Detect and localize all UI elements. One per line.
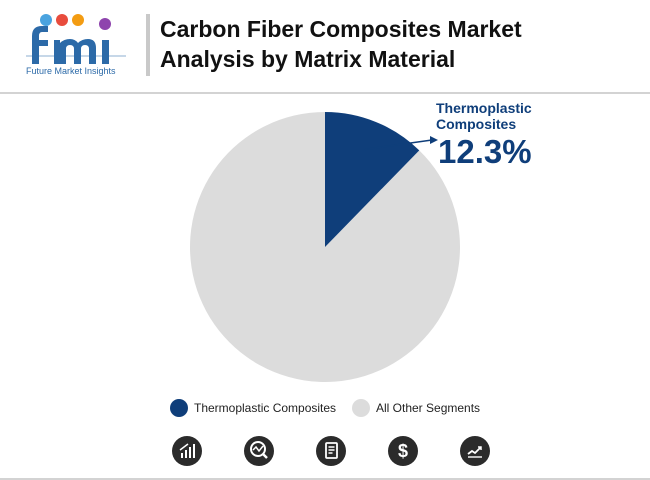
title-divider — [146, 14, 150, 76]
title-line-1: Carbon Fiber Composites Market — [160, 16, 522, 42]
callout-label: Thermoplastic Composites — [436, 100, 532, 132]
legend-label-other: All Other Segments — [376, 401, 481, 415]
legend: Thermoplastic Composites All Other Segme… — [0, 396, 650, 420]
logo-text: Future Market Insights — [26, 66, 116, 76]
legend-item-other: All Other Segments — [352, 398, 480, 418]
callout-value: 12.3% — [438, 133, 532, 170]
analysis-icon[interactable] — [244, 436, 274, 466]
trend-line-icon[interactable] — [460, 436, 490, 466]
header: Future Market Insights Carbon Fiber Comp… — [0, 0, 650, 92]
dollar-icon[interactable]: $ — [388, 436, 418, 466]
svg-text:$: $ — [398, 441, 408, 461]
page-title: Carbon Fiber Composites Market Analysis … — [160, 14, 630, 74]
fmi-logo[interactable]: Future Market Insights — [26, 12, 134, 78]
report-icon[interactable] — [316, 436, 346, 466]
title-line-2: Analysis by Matrix Material — [160, 46, 456, 72]
legend-label-thermoplastic: Thermoplastic Composites — [194, 401, 337, 415]
bar-chart-icon[interactable] — [172, 436, 202, 466]
legend-swatch-thermoplastic — [170, 399, 188, 417]
legend-swatch-other — [352, 399, 370, 417]
footer-icons: $ — [0, 436, 650, 470]
footer-divider — [0, 478, 650, 480]
fmi-logo-mark — [26, 14, 126, 64]
pie-chart — [189, 112, 460, 382]
header-divider — [0, 92, 650, 94]
legend-item-thermoplastic: Thermoplastic Composites — [170, 398, 336, 418]
callout-line — [364, 139, 433, 151]
callout-arrowhead — [430, 136, 438, 144]
